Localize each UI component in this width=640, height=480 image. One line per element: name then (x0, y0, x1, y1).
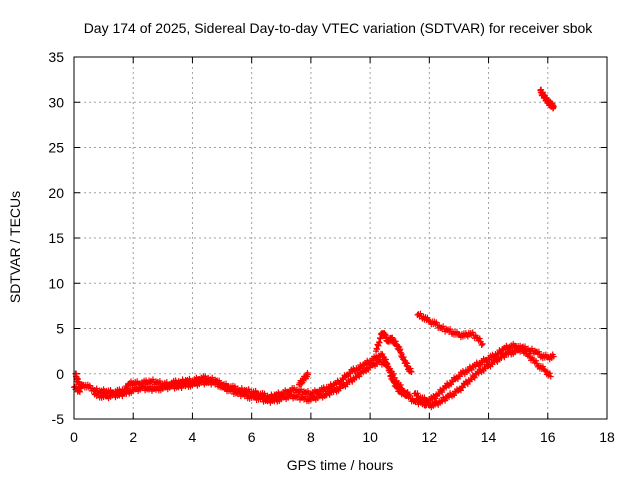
data-point-track-e (471, 374, 478, 381)
data-point-track-d (478, 342, 485, 349)
data-point-track-d (469, 329, 476, 336)
y-tick-label: 20 (48, 185, 64, 201)
chart-title: Day 174 of 2025, Sidereal Day-to-day VTE… (84, 20, 594, 36)
data-point-track-d (479, 340, 486, 347)
data-point-track-f (498, 349, 505, 356)
plot-frame (73, 56, 608, 420)
x-tick-label: 18 (599, 429, 615, 445)
data-point-track-b (326, 391, 333, 398)
y-tick-label: 30 (48, 94, 64, 110)
data-point-track-f (439, 389, 446, 396)
y-tick-label: 25 (48, 140, 64, 156)
data-point-track-e (442, 397, 449, 404)
data-point-track-f (532, 357, 539, 364)
data-point-track-e (535, 348, 542, 355)
data-point-track-f (414, 390, 421, 397)
data-point-track-f (539, 363, 546, 370)
x-tick-label: 12 (422, 429, 438, 445)
y-tick-label: 5 (56, 321, 64, 337)
data-point-track-d (424, 314, 431, 321)
data-point-track-d (433, 319, 440, 326)
x-axis-label: GPS time / hours (287, 457, 394, 473)
x-tick-label: 10 (362, 429, 378, 445)
data-point-track-b (406, 392, 413, 399)
data-point-track-e (550, 353, 557, 360)
data-point-track-h (76, 388, 83, 395)
x-tick-label: 14 (481, 429, 497, 445)
x-tick-label: 16 (540, 429, 556, 445)
data-point-track-b (356, 373, 363, 380)
y-axis-label: SDTVAR / TECUs (7, 191, 23, 303)
data-point-track-d (476, 335, 483, 342)
data-point-track-i (304, 371, 311, 378)
y-tick-label: 0 (56, 366, 64, 382)
data-point-track-b (390, 370, 397, 377)
x-tick-label: 6 (248, 429, 256, 445)
x-tick-label: 0 (70, 429, 78, 445)
data-point-track-b (220, 381, 227, 388)
x-tick-label: 2 (129, 429, 137, 445)
axis-ticks: 0 2 4 6 8 10 12 14 16 18 -5 0 5 10 15 20 25 30 35 (48, 49, 615, 445)
data-point-track-c (408, 368, 415, 375)
data-point-track-f (421, 394, 428, 401)
data-points (71, 86, 557, 411)
data-point-track-d (453, 328, 460, 335)
x-tick-label: 4 (189, 429, 197, 445)
data-point-track-f (547, 373, 554, 380)
data-point-track-f (526, 350, 533, 357)
data-point-track-f (546, 370, 553, 377)
data-point-track-f (468, 366, 475, 373)
y-tick-label: 10 (48, 275, 64, 291)
y-tick-label: 35 (48, 49, 64, 65)
data-point-track-f (519, 344, 526, 351)
y-tick-label: -5 (52, 411, 65, 427)
y-tick-label: 15 (48, 230, 64, 246)
data-point-track-b (391, 374, 398, 381)
data-point-track-b (397, 381, 404, 388)
data-point-track-g (550, 103, 557, 110)
data-point-track-b (383, 360, 390, 367)
x-tick-label: 8 (307, 429, 315, 445)
data-point-track-e (501, 354, 508, 361)
grid (74, 57, 607, 419)
